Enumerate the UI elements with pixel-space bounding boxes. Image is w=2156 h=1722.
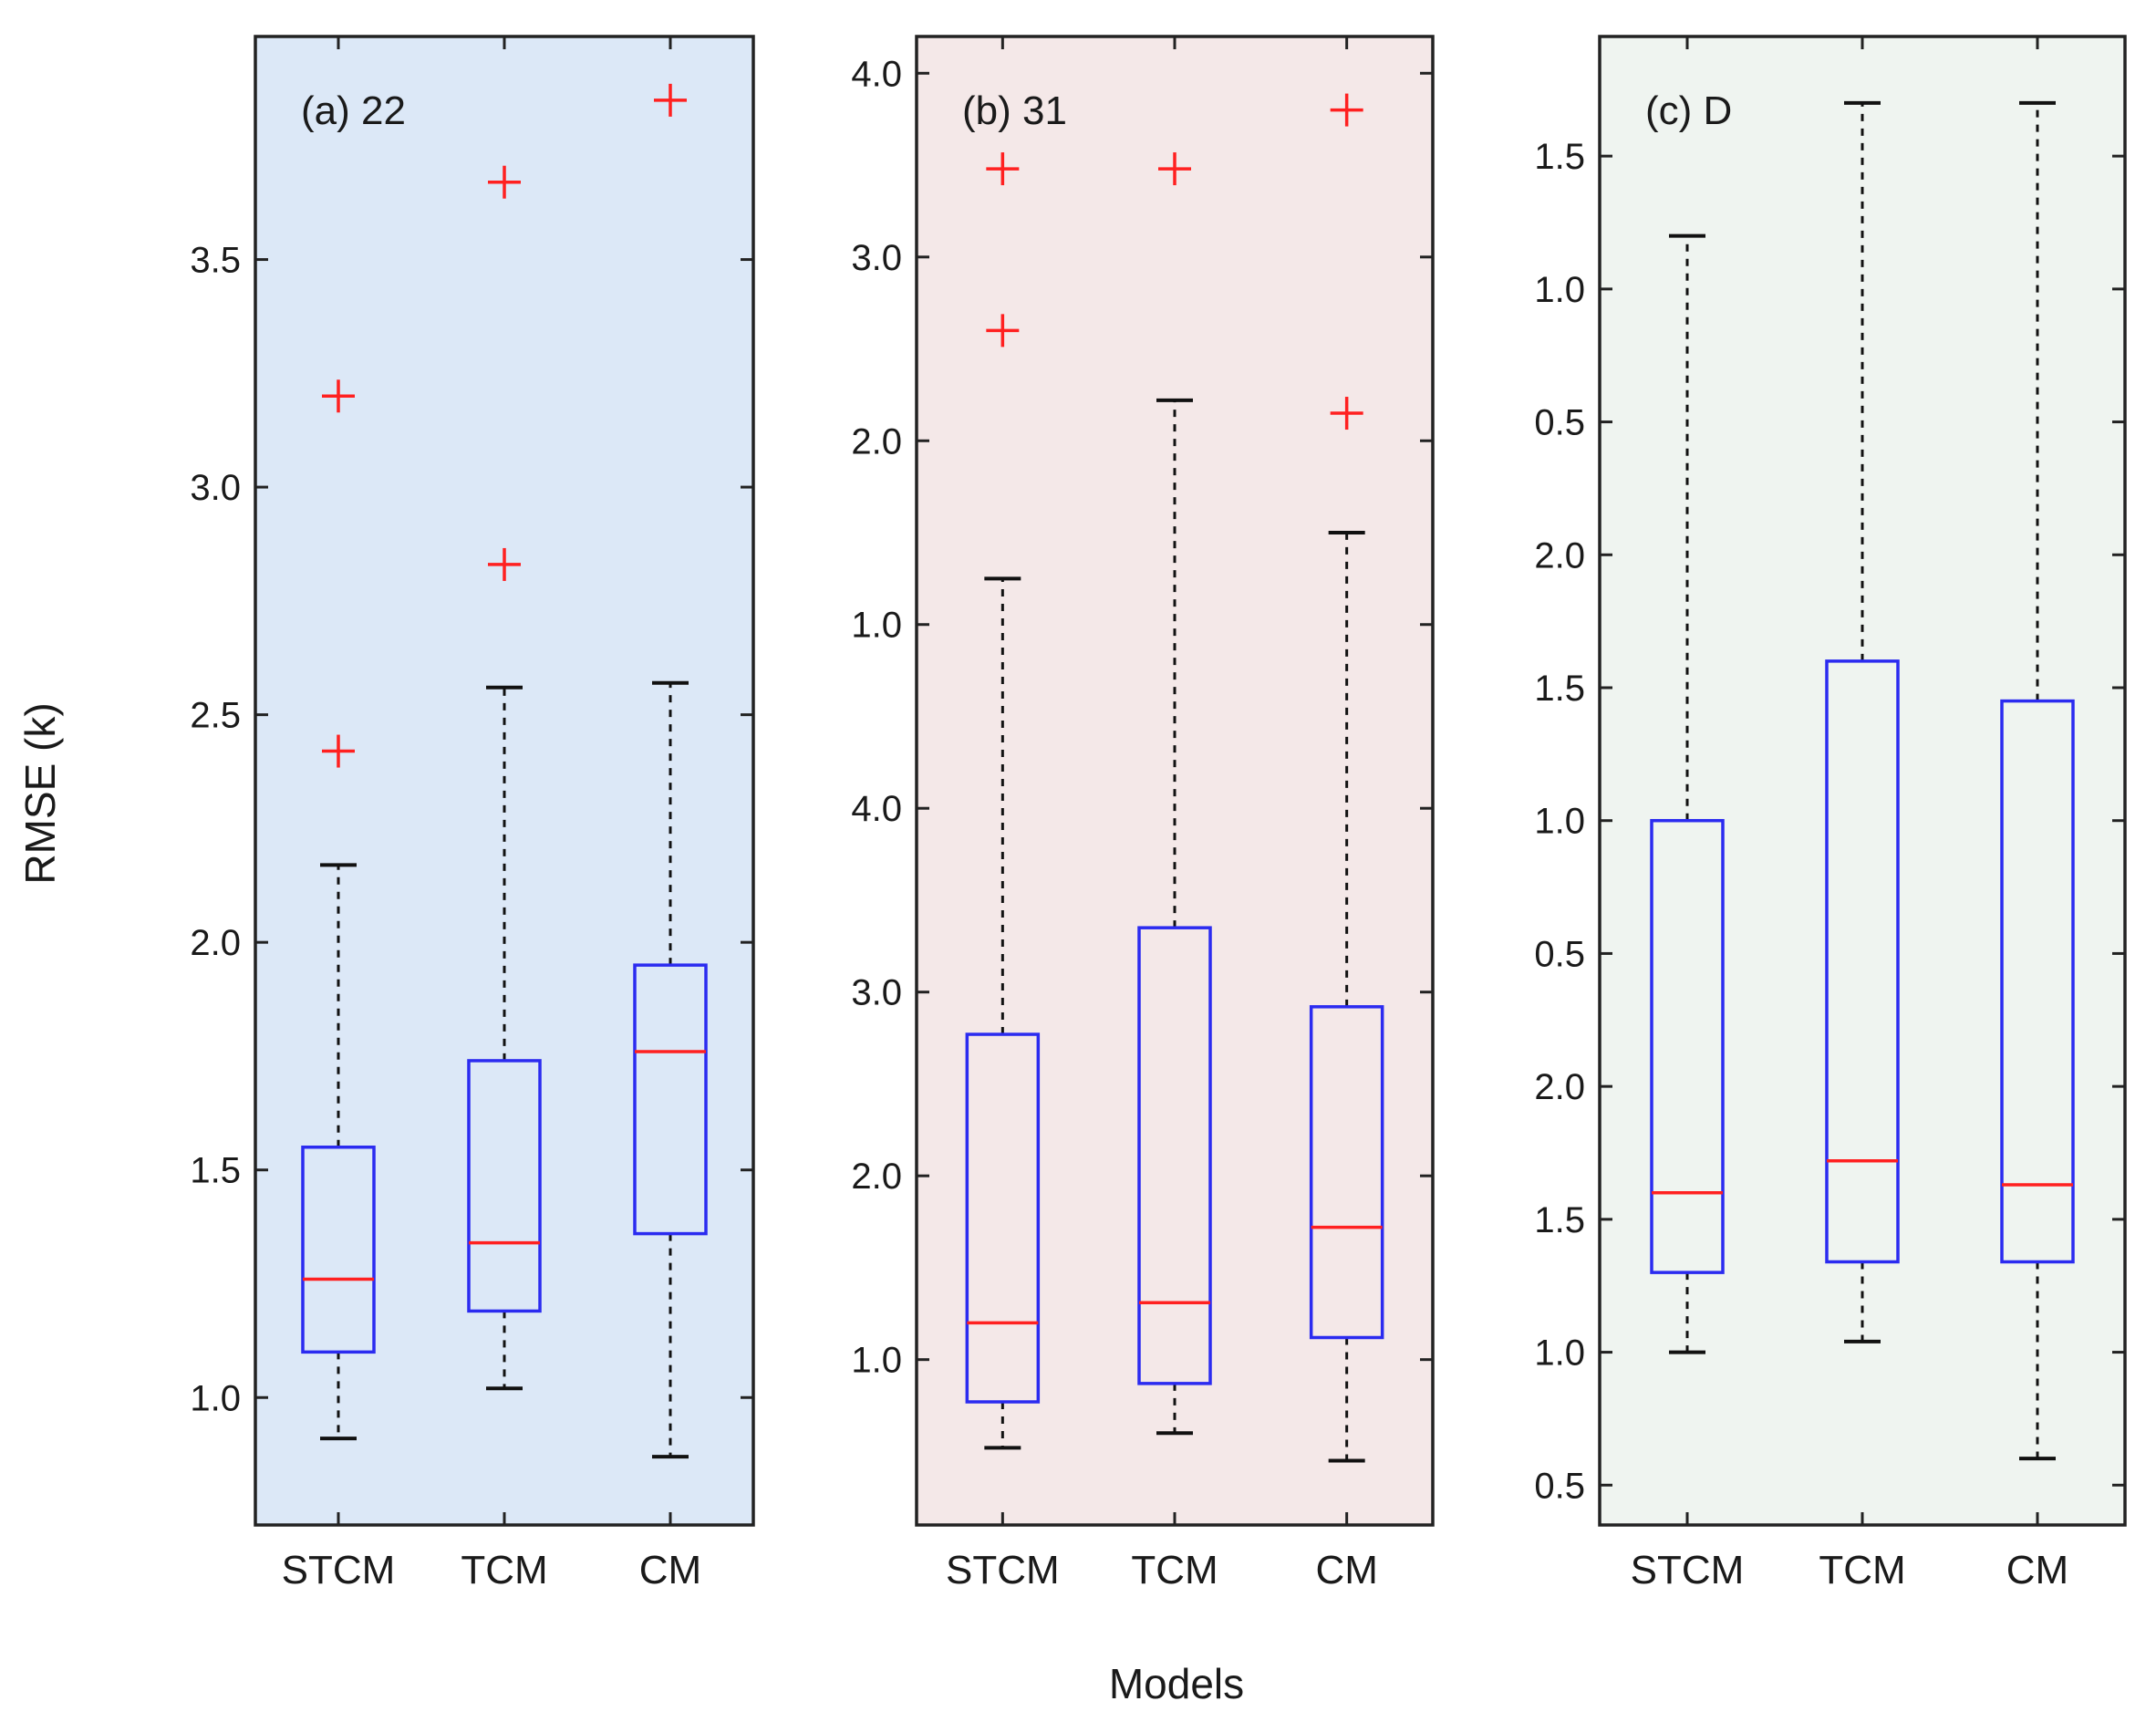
iqr-box <box>1650 818 1725 1274</box>
outlier-marker <box>1330 397 1363 430</box>
panel-label: (b) 31 <box>962 88 1067 133</box>
box-tcm <box>467 165 542 1391</box>
plot-background <box>1600 36 2125 1525</box>
x-tick-label: CM <box>2006 1548 2068 1592</box>
y-tick-label: 4.0 <box>851 54 902 94</box>
outlier-marker <box>488 165 521 199</box>
y-tick-label: 1.0 <box>1534 802 1585 842</box>
outlier-marker <box>488 547 521 581</box>
outlier-marker <box>1158 152 1191 186</box>
outlier-marker <box>1330 93 1363 127</box>
y-tick-label: 1.5 <box>1534 669 1585 709</box>
y-tick-label: 4.0 <box>851 789 902 829</box>
outlier-marker <box>654 83 687 117</box>
y-tick-label: 1.0 <box>851 1341 902 1381</box>
panel-c: 0.5 1.0 1.5 2.0 0.5 1.0 1.5 2.0 0.5 1.0 1.5 STCM TCM… <box>1534 35 2127 1592</box>
box-tcm <box>1137 152 1212 1436</box>
iqr-box <box>1137 926 1212 1385</box>
iqr-box <box>1309 1005 1384 1340</box>
plot-frame <box>915 35 1435 1527</box>
x-tick-label: TCM <box>461 1548 547 1592</box>
y-tick-label: 3.0 <box>851 238 902 278</box>
y-tick-label: 3.5 <box>190 241 241 281</box>
outlier-marker <box>986 152 1020 186</box>
iqr-box <box>2000 699 2075 1264</box>
panel-label: (a) 22 <box>301 88 406 133</box>
x-tick-label: CM <box>1315 1548 1377 1592</box>
outlier-marker <box>986 314 1020 348</box>
x-tick-label: TCM <box>1819 1548 1905 1592</box>
outlier-marker <box>322 734 355 768</box>
panel-a: 1.0 1.5 2.0 2.5 3.0 3.5 STCM TCM CM (a) 22 <box>190 35 755 1592</box>
plot-frame <box>1598 35 2127 1527</box>
y-tick-label: 1.0 <box>190 1378 241 1418</box>
box-stcm <box>1650 233 1725 1354</box>
box-stcm <box>301 379 376 1441</box>
y-tick-label: 2.0 <box>851 1157 902 1197</box>
y-tick-label: 3.0 <box>851 973 902 1013</box>
panel-b: 1.0 2.0 3.0 4.0 1.0 2.0 3.0 4.0 STCM TCM CM (b) 31 <box>851 35 1435 1592</box>
iqr-box <box>301 1146 376 1354</box>
x-tick-label: STCM <box>1631 1548 1745 1592</box>
y-tick-label: 3.0 <box>190 468 241 508</box>
y-tick-label: 1.5 <box>190 1151 241 1191</box>
iqr-box <box>467 1059 542 1313</box>
box-tcm <box>1825 100 1900 1343</box>
box-cm <box>2000 100 2075 1461</box>
y-tick-label: 1.5 <box>1534 1200 1585 1240</box>
x-tick-label: STCM <box>946 1548 1060 1592</box>
iqr-box <box>633 963 708 1236</box>
box-stcm <box>965 152 1041 1450</box>
box-cm <box>633 83 708 1459</box>
iqr-box <box>1825 659 1900 1264</box>
y-tick-label: 1.5 <box>1534 137 1585 177</box>
y-tick-label: 0.5 <box>1534 403 1585 443</box>
y-axis-title: RMSE (k) <box>16 702 64 884</box>
panel-label: (c) D <box>1645 88 1732 133</box>
x-tick-label: TCM <box>1131 1548 1218 1592</box>
y-tick-label: 0.5 <box>1534 1466 1585 1506</box>
x-tick-label: CM <box>639 1548 701 1592</box>
y-tick-label: 2.0 <box>190 923 241 963</box>
box-cm <box>1309 93 1384 1463</box>
y-tick-label: 2.0 <box>851 421 902 462</box>
x-axis-title: Models <box>1109 1660 1244 1707</box>
y-tick-label: 2.0 <box>1534 1067 1585 1107</box>
y-tick-label: 1.0 <box>851 606 902 646</box>
y-tick-label: 1.0 <box>1534 1333 1585 1374</box>
y-tick-label: 0.5 <box>1534 934 1585 974</box>
x-tick-label: STCM <box>282 1548 396 1592</box>
plot-frame <box>254 35 755 1527</box>
iqr-box <box>965 1032 1041 1404</box>
y-tick-label: 2.5 <box>190 696 241 736</box>
outlier-marker <box>322 379 355 413</box>
y-tick-label: 2.0 <box>1534 535 1585 576</box>
y-tick-label: 1.0 <box>1534 270 1585 310</box>
